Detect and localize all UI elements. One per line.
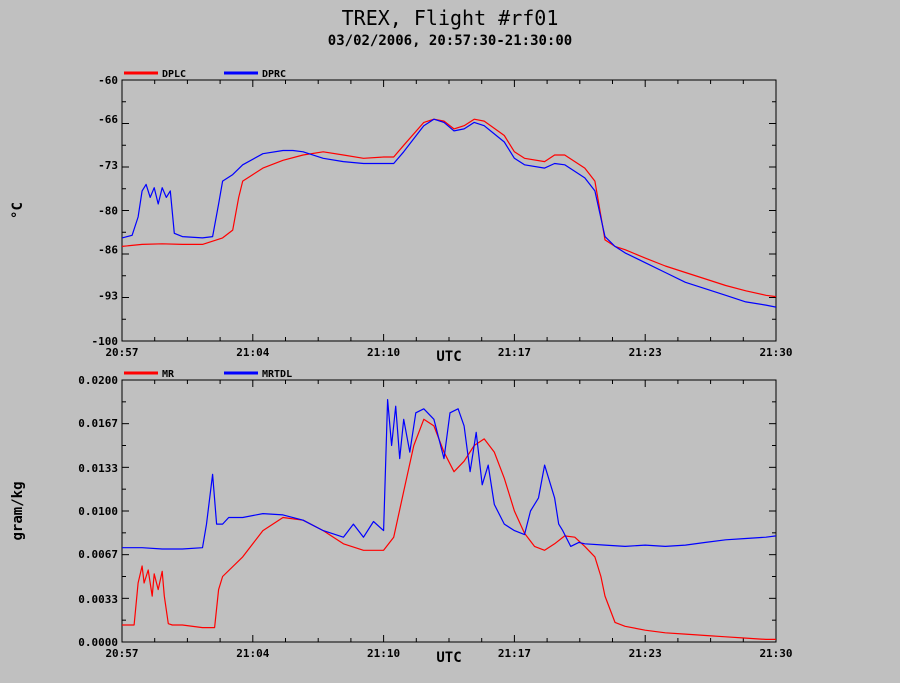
legend-label-dplc: DPLC — [162, 69, 186, 80]
x-tick-label: 21:10 — [367, 647, 400, 660]
y-axis-label: gram/kg — [10, 481, 26, 540]
chart-subtitle: 03/02/2006, 20:57:30-21:30:00 — [328, 33, 572, 49]
legend-label-mrtdl: MRTDL — [262, 369, 292, 380]
y-tick-label: 0.0167 — [78, 417, 118, 430]
y-tick-label: -60 — [98, 74, 118, 87]
legend-label-mr: MR — [162, 369, 175, 380]
x-tick-label: 21:04 — [236, 647, 269, 660]
y-tick-label: -93 — [98, 289, 118, 302]
series-line-dprc — [121, 118, 777, 308]
x-tick-label: 21:30 — [759, 346, 792, 359]
y-tick-label: 0.0000 — [78, 636, 118, 649]
y-tick-label: 0.0100 — [78, 505, 118, 518]
x-axis-label: UTC — [436, 650, 461, 666]
y-tick-label: -66 — [98, 113, 118, 126]
y-tick-label: -100 — [92, 335, 119, 348]
y-tick-label: -73 — [98, 159, 118, 172]
plot-panel-2: 0.0000 0.0033 0.0067 0.0100 0.0133 0.0167 0.02… — [10, 369, 793, 666]
x-tick-label: 20:57 — [105, 346, 138, 359]
x-tick-label: 21:30 — [759, 647, 792, 660]
y-tick-label: 0.0133 — [78, 462, 118, 475]
plot-frame — [121, 79, 777, 342]
x-tick-label: 21:23 — [629, 647, 662, 660]
series-line-mrtdl — [122, 399, 777, 550]
y-tick-label: 0.0033 — [78, 593, 118, 606]
legend-label-dprc: DPRC — [262, 69, 286, 80]
x-tick-label: 21:04 — [236, 346, 269, 359]
x-axis-label: UTC — [436, 349, 461, 365]
y-tick-label: 0.0200 — [78, 374, 118, 387]
y-tick-label: -86 — [98, 244, 118, 257]
x-tick-label: 21:17 — [498, 346, 531, 359]
y-axis-label: °C — [10, 202, 26, 219]
y-tick-label: -80 — [98, 205, 118, 218]
x-tick-label: 21:23 — [629, 346, 662, 359]
chart-title: TREX, Flight #rf01 — [342, 6, 559, 30]
y-tick-label: 0.0067 — [78, 548, 118, 561]
x-tick-label: 20:57 — [105, 647, 138, 660]
series-line-dplc — [121, 118, 777, 298]
x-tick-label: 21:17 — [498, 647, 531, 660]
x-tick-label: 21:10 — [367, 346, 400, 359]
series-line-mr — [122, 418, 776, 641]
